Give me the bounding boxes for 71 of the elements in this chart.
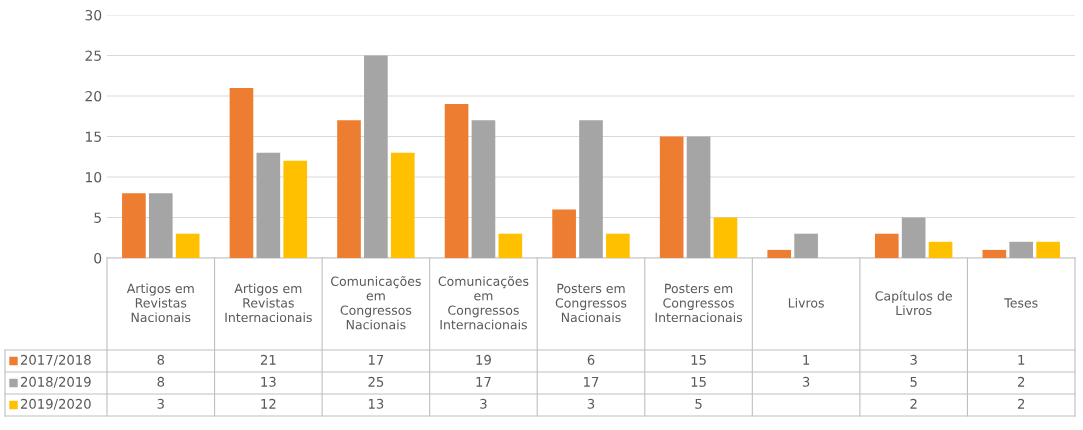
bar xyxy=(122,193,146,258)
bar xyxy=(390,152,415,258)
x-tick-label: Capítulos de Livros xyxy=(875,290,952,316)
bar xyxy=(659,136,684,258)
bar xyxy=(283,160,308,258)
data-label: 5 xyxy=(695,399,702,409)
data-label: 6 xyxy=(587,354,595,365)
bar xyxy=(579,120,603,258)
bar xyxy=(928,241,953,258)
x-tick-label: Artigos em Revistas Internacionais xyxy=(225,283,312,323)
bar xyxy=(364,55,388,258)
x-tick-label: Livros xyxy=(788,297,824,308)
data-label: 15 xyxy=(691,377,706,387)
data-label: 21 xyxy=(260,354,276,365)
data-label: 1 xyxy=(1018,355,1025,365)
data-label: 25 xyxy=(368,376,384,387)
data-label: 3 xyxy=(910,354,917,365)
data-label: 12 xyxy=(261,398,276,409)
data-label: 5 xyxy=(910,377,917,387)
y-tick-label: 30 xyxy=(85,9,102,21)
data-label: 1 xyxy=(803,355,810,365)
bar xyxy=(794,233,818,258)
bar xyxy=(901,217,926,258)
bar xyxy=(1009,241,1034,258)
data-label: 2 xyxy=(1017,376,1025,387)
bar xyxy=(256,152,281,258)
bar xyxy=(686,136,711,258)
y-tick-label: 10 xyxy=(85,171,102,183)
y-tick-label: 5 xyxy=(94,212,101,223)
data-label: 17 xyxy=(584,377,599,387)
bar xyxy=(767,249,792,258)
data-label: 2 xyxy=(910,398,917,409)
data-label: 13 xyxy=(368,398,384,409)
data-label: 17 xyxy=(368,355,384,365)
x-tick-label: Artigos em Revistas Nacionais xyxy=(126,283,194,323)
data-label: 8 xyxy=(157,376,165,387)
y-tick-label: 0 xyxy=(94,252,102,264)
data-label: 3 xyxy=(587,398,595,409)
bar xyxy=(606,233,630,258)
bar xyxy=(229,87,254,258)
y-tick-label: 15 xyxy=(85,131,101,142)
data-label: 17 xyxy=(476,377,491,387)
legend-label: 2019/2020 xyxy=(20,398,91,410)
x-tick-label: Posters em Congressos Internacionais xyxy=(655,283,743,323)
data-label: 13 xyxy=(261,376,276,387)
bar xyxy=(498,233,523,258)
bar xyxy=(552,209,576,258)
bar xyxy=(982,249,1007,258)
bar xyxy=(175,233,200,258)
bar xyxy=(874,233,899,258)
legend-label: 2018/2019 xyxy=(20,376,91,388)
y-tick-label: 20 xyxy=(85,90,102,102)
data-label: 3 xyxy=(480,398,487,409)
x-tick-label: Teses xyxy=(1004,298,1038,308)
data-label: 8 xyxy=(157,354,165,365)
x-tick-label: Comunicações em Congressos Internacionais xyxy=(438,276,529,330)
bar xyxy=(148,193,173,258)
y-tick-label: 25 xyxy=(85,50,101,61)
legend-label: 2017/2018 xyxy=(20,354,91,366)
bar xyxy=(1036,241,1060,258)
x-tick-label: Comunicações em Congressos Nacionais xyxy=(331,276,421,330)
data-label: 19 xyxy=(476,354,491,365)
bar xyxy=(444,104,469,258)
bar xyxy=(713,217,738,258)
data-label: 2 xyxy=(1017,398,1025,409)
bar xyxy=(471,120,496,258)
bar xyxy=(337,120,361,258)
data-label: 3 xyxy=(802,376,810,387)
data-label: 3 xyxy=(157,398,164,409)
x-tick-label: Posters em Congressos Nacionais xyxy=(555,283,627,323)
data-label: 15 xyxy=(691,355,706,365)
